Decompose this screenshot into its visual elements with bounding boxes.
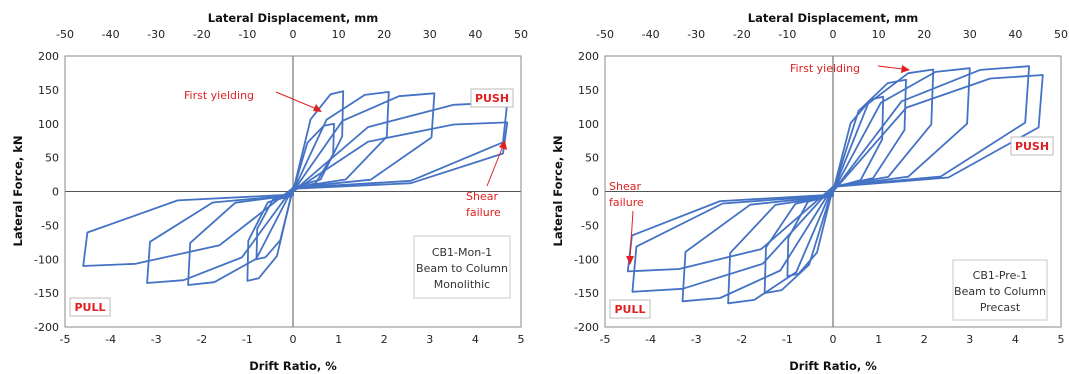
x2-axis-title: Lateral Displacement, mm <box>748 11 918 25</box>
x2-tick-label: -30 <box>147 28 165 41</box>
shear-failure-label-1: Shear <box>466 190 498 203</box>
hysteresis-loop-5 <box>632 66 1029 292</box>
x-tick-label: 5 <box>1058 333 1065 346</box>
x-tick-label: 3 <box>966 333 973 346</box>
specimen-name: CB1-Mon-1 <box>432 246 492 259</box>
y-tick-label: -150 <box>574 287 599 300</box>
x-tick-label: -1 <box>242 333 253 346</box>
x2-tick-label: 30 <box>963 28 977 41</box>
x-tick-label: -4 <box>645 333 656 346</box>
y-tick-label: -50 <box>581 219 599 232</box>
y-tick-label: -50 <box>41 219 59 232</box>
x-axis-title: Drift Ratio, % <box>249 359 337 373</box>
y-tick-label: 0 <box>52 186 59 199</box>
y-axis-title: Lateral Force, kN <box>551 136 565 247</box>
x-tick-label: 2 <box>921 333 928 346</box>
hysteresis-loop-3 <box>188 92 389 285</box>
specimen-type: Precast <box>980 301 1021 314</box>
x2-tick-label: 40 <box>1008 28 1022 41</box>
specimen-connection: Beam to Column <box>416 262 508 275</box>
x-tick-label: -1 <box>782 333 793 346</box>
y-tick-label: 150 <box>38 84 59 97</box>
x2-tick-label: 20 <box>917 28 931 41</box>
x2-tick-label: -30 <box>687 28 705 41</box>
x2-tick-label: 40 <box>468 28 482 41</box>
x2-tick-label: -50 <box>596 28 614 41</box>
x2-tick-label: -20 <box>733 28 751 41</box>
x2-axis-title: Lateral Displacement, mm <box>208 11 378 25</box>
x-tick-label: 5 <box>518 333 525 346</box>
y-tick-label: -100 <box>574 253 599 266</box>
x-tick-label: 2 <box>381 333 388 346</box>
x-tick-label: 1 <box>335 333 342 346</box>
x-tick-label: -2 <box>196 333 207 346</box>
first-yielding-label: First yielding <box>184 89 254 102</box>
x2-tick-label: -10 <box>238 28 256 41</box>
x2-tick-label: 30 <box>423 28 437 41</box>
y-tick-label: -200 <box>574 321 599 334</box>
x2-tick-label: 10 <box>332 28 346 41</box>
y-tick-label: 50 <box>585 152 599 165</box>
y-tick-label: -150 <box>34 287 59 300</box>
first-yielding-arrow <box>878 66 903 69</box>
x2-tick-label: 0 <box>290 28 297 41</box>
x-tick-label: 1 <box>875 333 882 346</box>
x-tick-label: -3 <box>151 333 162 346</box>
x-tick-label: 0 <box>290 333 297 346</box>
hysteresis-loop-6 <box>628 75 1043 271</box>
first-yielding-arrow <box>276 92 319 110</box>
shear-failure-label-1: Shear <box>609 180 641 193</box>
y-axis-title: Lateral Force, kN <box>11 136 25 247</box>
push-label: PUSH <box>475 92 509 105</box>
x-tick-label: -3 <box>691 333 702 346</box>
shear-failure-label-2: failure <box>466 206 501 219</box>
x-axis-title: Drift Ratio, % <box>789 359 877 373</box>
y-tick-label: 50 <box>45 152 59 165</box>
y-tick-label: -200 <box>34 321 59 334</box>
pull-label: PULL <box>614 303 645 316</box>
x2-tick-label: -40 <box>642 28 660 41</box>
specimen-name: CB1-Pre-1 <box>973 269 1028 282</box>
shear-failure-label-2: failure <box>609 196 644 209</box>
x2-tick-label: -40 <box>102 28 120 41</box>
x-tick-label: 4 <box>472 333 479 346</box>
x2-tick-label: 0 <box>830 28 837 41</box>
specimen-type: Monolithic <box>434 278 490 291</box>
x-tick-label: -5 <box>600 333 611 346</box>
y-tick-label: -100 <box>34 253 59 266</box>
x-tick-label: -2 <box>736 333 747 346</box>
x2-tick-label: 20 <box>377 28 391 41</box>
x2-tick-label: -10 <box>778 28 796 41</box>
first-yielding-arrowhead <box>901 65 910 73</box>
y-tick-label: 100 <box>38 118 59 131</box>
x-tick-label: -5 <box>60 333 71 346</box>
chart-precast: -5 -4 -3 -2 -1 0 1 2 3 4 5-50 -40 -30 -20 -10 0 10 20 30 40… <box>551 11 1068 373</box>
push-label: PUSH <box>1015 140 1049 153</box>
shear-failure-arrow <box>487 146 503 186</box>
x2-tick-label: 50 <box>514 28 528 41</box>
pull-label: PULL <box>74 301 105 314</box>
chart-monolithic: -5 -4 -3 -2 -1 0 1 2 3 4 5-50 -40 -30 -20 -10 0 10 20 30 40… <box>11 11 528 373</box>
x-tick-label: 3 <box>426 333 433 346</box>
x-tick-label: -4 <box>105 333 116 346</box>
y-tick-label: 200 <box>578 50 599 63</box>
first-yielding-label: First yielding <box>790 62 860 75</box>
hysteresis-loop-3 <box>728 70 933 304</box>
y-tick-label: 150 <box>578 84 599 97</box>
x2-tick-label: -20 <box>193 28 211 41</box>
x2-tick-label: 10 <box>872 28 886 41</box>
hysteresis-loop-6 <box>284 122 507 198</box>
shear-failure-arrowhead <box>626 256 634 265</box>
x-tick-label: 4 <box>1012 333 1019 346</box>
hysteresis-loop-4 <box>683 68 970 301</box>
x2-tick-label: 50 <box>1054 28 1068 41</box>
y-tick-label: 100 <box>578 118 599 131</box>
x2-tick-label: -50 <box>56 28 74 41</box>
y-tick-label: 0 <box>592 186 599 199</box>
specimen-connection: Beam to Column <box>954 285 1046 298</box>
y-tick-label: 200 <box>38 50 59 63</box>
x-tick-label: 0 <box>830 333 837 346</box>
